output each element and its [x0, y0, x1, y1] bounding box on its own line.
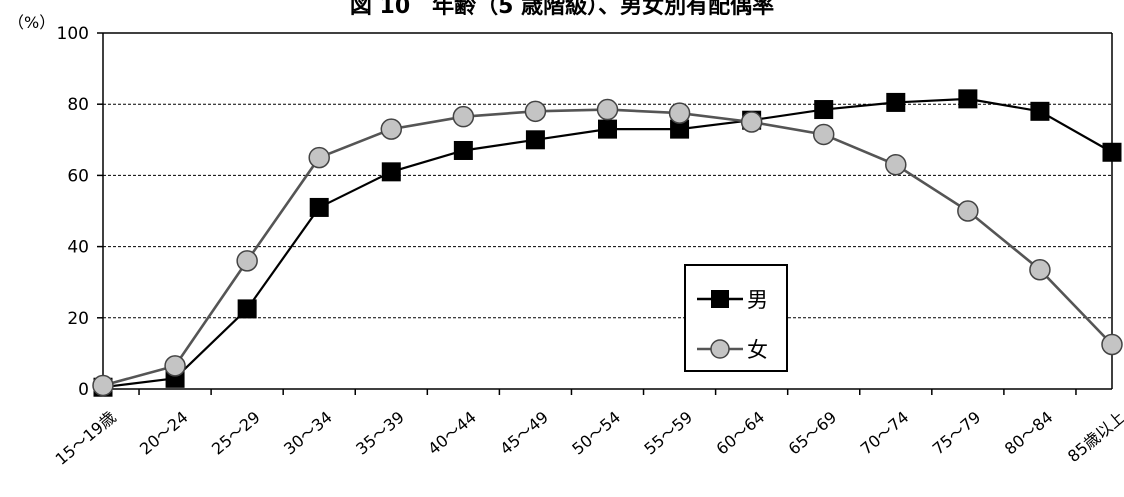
data-point-female-11 — [885, 153, 907, 176]
chart-title: 図 10 年齢（5 歳階級）、男女別有配偶率 — [349, 0, 775, 19]
x-tick-label-14: 85歳以上 — [1064, 408, 1124, 467]
data-point-female-10 — [812, 123, 835, 146]
legend-item-0: 男 — [697, 288, 768, 312]
x-tick-label-2: 25～29 — [208, 408, 264, 459]
x-tick-label-11: 70～74 — [857, 408, 913, 459]
data-point-male-10 — [814, 100, 834, 120]
legend-item-1: 女 — [697, 338, 768, 362]
data-point-female-2 — [236, 250, 258, 272]
x-tick-label-7: 50～54 — [568, 408, 624, 459]
x-tick-label-12: 75～79 — [929, 408, 985, 459]
x-tick-label-3: 30～34 — [280, 408, 336, 459]
data-point-male-11 — [886, 92, 906, 112]
data-point-female-5 — [452, 105, 475, 128]
grid-lines — [103, 103, 1112, 319]
data-point-male-4 — [381, 162, 401, 182]
series-line-0 — [102, 97, 1113, 389]
data-point-male-3 — [309, 197, 329, 217]
y-tick-label-0: 0 — [78, 380, 89, 400]
x-tick-label-4: 35～39 — [352, 408, 408, 459]
y-tick-label-100: 100 — [57, 24, 89, 44]
data-point-female-1 — [164, 355, 186, 377]
data-point-female-0 — [92, 374, 114, 397]
legend-marker-circle — [710, 339, 730, 359]
data-point-male-14 — [1102, 142, 1122, 162]
data-point-male-2 — [237, 299, 257, 319]
x-tick-label-5: 40～44 — [424, 408, 480, 459]
x-tick-label-0: 15～19歳 — [52, 408, 120, 469]
legend: 男女 — [684, 264, 788, 372]
x-tick-label-10: 65～69 — [785, 408, 841, 459]
data-point-male-6 — [525, 130, 545, 150]
data-point-male-13 — [1030, 101, 1050, 121]
data-point-female-6 — [524, 100, 547, 123]
data-point-female-12 — [957, 200, 979, 222]
y-tick-label-40: 40 — [67, 238, 89, 258]
data-point-female-14 — [1101, 333, 1123, 356]
axes — [97, 32, 1113, 395]
series-female — [92, 98, 1123, 397]
data-point-female-7 — [596, 98, 619, 121]
series-line-1 — [102, 108, 1113, 387]
data-point-female-8 — [668, 102, 691, 124]
data-point-male-7 — [598, 119, 617, 139]
series-male — [93, 89, 1122, 397]
x-tick-label-8: 55～59 — [640, 408, 696, 459]
x-tick-labels: 15～19歳 20～24 25～29 30～34 35～39 40～44 45～49 50～5… — [52, 408, 1124, 469]
data-point-male-5 — [453, 140, 473, 160]
x-tick-label-1: 20～24 — [136, 408, 192, 459]
legend-label-1: 女 — [747, 338, 768, 362]
x-tick-label-6: 45～49 — [496, 408, 552, 459]
data-point-female-3 — [308, 146, 330, 169]
x-tick-label-9: 60～64 — [713, 408, 769, 459]
data-point-female-13 — [1029, 258, 1051, 281]
data-series — [92, 89, 1123, 397]
legend-label-0: 男 — [747, 288, 768, 312]
y-tick-labels: 0 20 40 60 80 100 — [57, 24, 89, 400]
x-tick-label-13: 80～84 — [1001, 408, 1057, 459]
legend-box — [684, 264, 788, 372]
data-point-male-12 — [958, 89, 978, 109]
y-tick-label-60: 60 — [67, 166, 89, 186]
legend-marker-square — [711, 290, 729, 308]
data-point-female-9 — [740, 111, 763, 133]
data-point-female-4 — [380, 118, 403, 140]
y-tick-label-80: 80 — [67, 95, 89, 115]
y-tick-label-20: 20 — [67, 309, 89, 329]
y-axis-unit-label: （%） — [8, 13, 56, 32]
